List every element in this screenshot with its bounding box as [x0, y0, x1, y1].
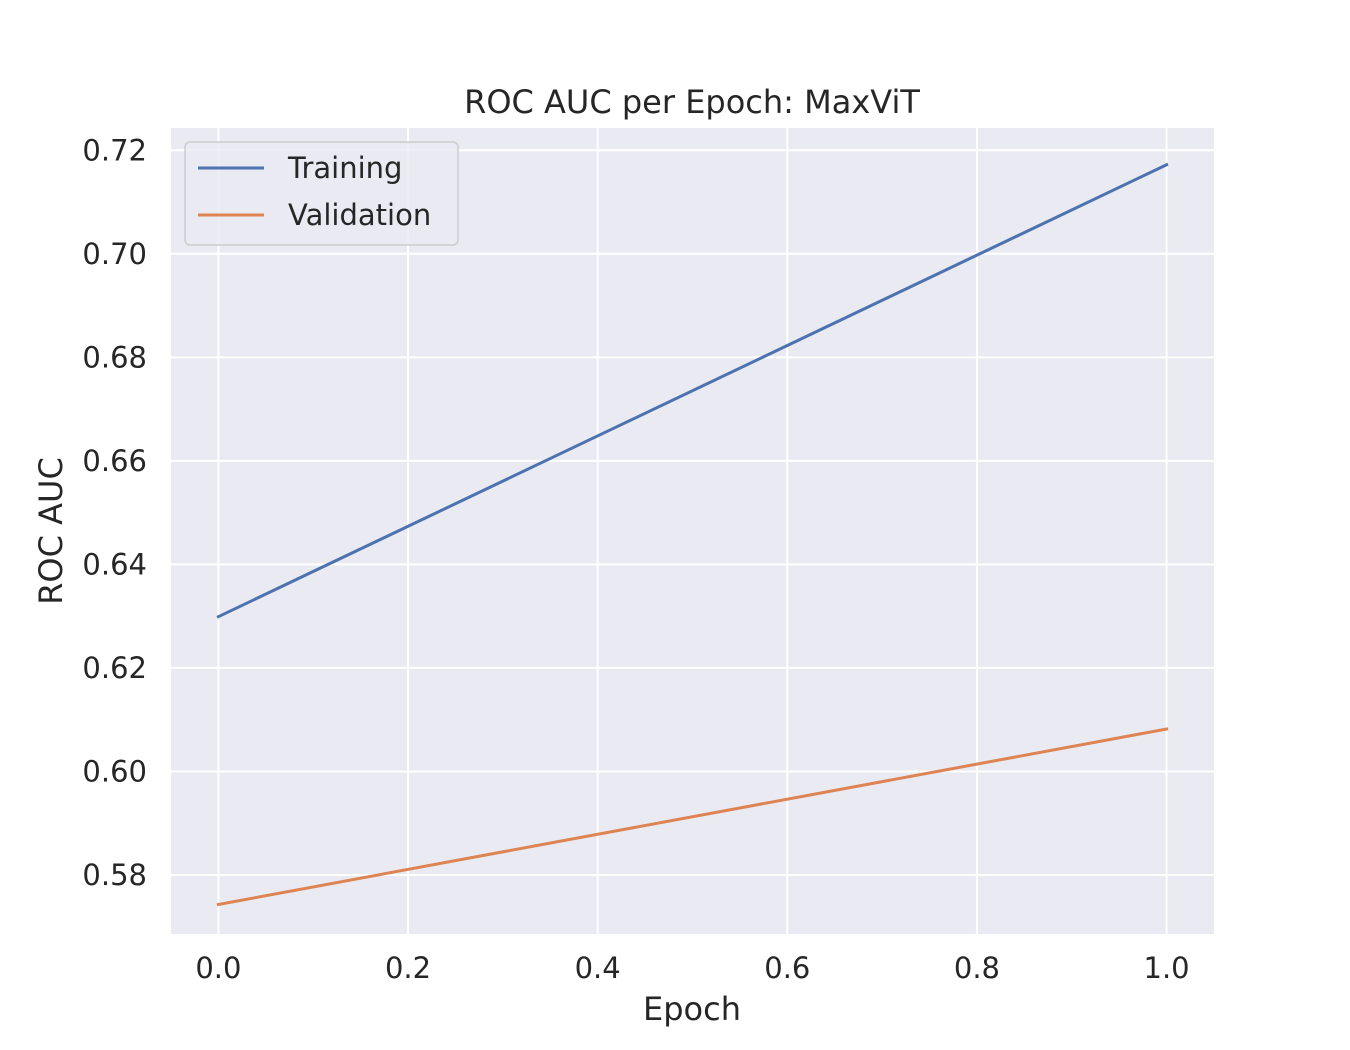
y-tick-label: 0.66: [82, 444, 147, 478]
x-tick-label: 0.8: [954, 951, 1000, 985]
y-tick-label: 0.72: [82, 133, 147, 167]
x-tick-label: 0.4: [575, 951, 621, 985]
y-tick-label: 0.70: [82, 237, 147, 271]
grid-lines: [171, 128, 1214, 934]
x-axis-label: Epoch: [643, 990, 741, 1028]
legend-label-training: Training: [287, 151, 402, 185]
y-tick-label: 0.64: [82, 547, 147, 581]
x-tick-label: 0.0: [195, 951, 241, 985]
x-tick-label: 1.0: [1144, 951, 1190, 985]
legend-label-validation: Validation: [288, 198, 431, 232]
x-tick-label: 0.6: [764, 951, 810, 985]
series-line-validation: [216, 727, 1169, 907]
chart-title: ROC AUC per Epoch: MaxViT: [464, 83, 920, 121]
y-tick-labels: 0.58 0.60 0.62 0.64 0.66 0.68 0.70 0.72: [82, 133, 147, 892]
y-tick-label: 0.58: [82, 858, 147, 892]
y-tick-label: 0.62: [82, 651, 147, 685]
series-line-training: [216, 162, 1169, 619]
y-axis-label: ROC AUC: [32, 457, 70, 605]
legend: Training Validation: [184, 141, 459, 246]
y-tick-label: 0.60: [82, 754, 147, 788]
series-layer: [216, 162, 1169, 907]
plot-area: [171, 128, 1214, 934]
y-tick-label: 0.68: [82, 340, 147, 374]
x-tick-label: 0.2: [385, 951, 431, 985]
x-tick-labels: 0.0 0.2 0.4 0.6 0.8 1.0: [195, 951, 1189, 985]
